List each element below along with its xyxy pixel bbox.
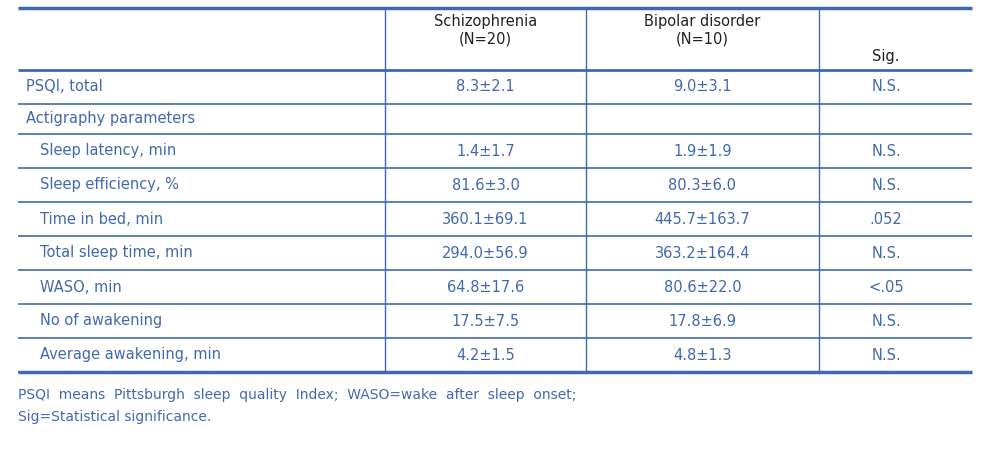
Text: 80.3±6.0: 80.3±6.0 (668, 177, 737, 193)
Text: Total sleep time, min: Total sleep time, min (40, 245, 193, 261)
Text: <.05: <.05 (868, 280, 904, 295)
Text: Sleep latency, min: Sleep latency, min (40, 143, 176, 158)
Text: 4.2±1.5: 4.2±1.5 (456, 348, 515, 362)
Text: PSQI  means  Pittsburgh  sleep  quality  Index;  WASO=wake  after  sleep  onset;: PSQI means Pittsburgh sleep quality Inde… (18, 388, 576, 402)
Text: 17.5±7.5: 17.5±7.5 (451, 314, 520, 329)
Text: Actigraphy parameters: Actigraphy parameters (26, 112, 195, 126)
Text: Average awakening, min: Average awakening, min (40, 348, 221, 362)
Text: 9.0±3.1: 9.0±3.1 (673, 79, 732, 95)
Text: .052: .052 (870, 211, 903, 227)
Text: 80.6±22.0: 80.6±22.0 (663, 280, 742, 295)
Text: N.S.: N.S. (871, 314, 901, 329)
Text: N.S.: N.S. (871, 143, 901, 158)
Text: 1.9±1.9: 1.9±1.9 (673, 143, 732, 158)
Text: 4.8±1.3: 4.8±1.3 (673, 348, 732, 362)
Text: N.S.: N.S. (871, 79, 901, 95)
Text: Sig=Statistical significance.: Sig=Statistical significance. (18, 410, 211, 424)
Text: 8.3±2.1: 8.3±2.1 (456, 79, 515, 95)
Text: Bipolar disorder
(N=10): Bipolar disorder (N=10) (644, 14, 760, 46)
Text: 360.1±69.1: 360.1±69.1 (443, 211, 529, 227)
Text: N.S.: N.S. (871, 177, 901, 193)
Text: 294.0±56.9: 294.0±56.9 (443, 245, 529, 261)
Text: PSQI, total: PSQI, total (26, 79, 103, 95)
Text: N.S.: N.S. (871, 348, 901, 362)
Text: 445.7±163.7: 445.7±163.7 (654, 211, 750, 227)
Text: Sleep efficiency, %: Sleep efficiency, % (40, 177, 179, 193)
Text: 1.4±1.7: 1.4±1.7 (456, 143, 515, 158)
Text: 17.8±6.9: 17.8±6.9 (668, 314, 737, 329)
Text: N.S.: N.S. (871, 245, 901, 261)
Text: 363.2±164.4: 363.2±164.4 (654, 245, 750, 261)
Text: Sig.: Sig. (872, 49, 900, 64)
Text: No of awakening: No of awakening (40, 314, 162, 329)
Text: 81.6±3.0: 81.6±3.0 (451, 177, 520, 193)
Text: Schizophrenia
(N=20): Schizophrenia (N=20) (434, 14, 538, 46)
Text: 64.8±17.6: 64.8±17.6 (446, 280, 524, 295)
Text: WASO, min: WASO, min (40, 280, 122, 295)
Text: Time in bed, min: Time in bed, min (40, 211, 163, 227)
